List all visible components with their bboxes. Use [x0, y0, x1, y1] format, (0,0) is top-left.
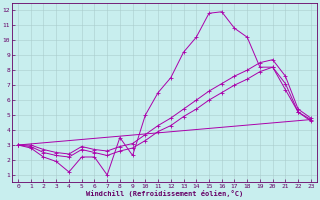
X-axis label: Windchill (Refroidissement éolien,°C): Windchill (Refroidissement éolien,°C): [86, 190, 243, 197]
